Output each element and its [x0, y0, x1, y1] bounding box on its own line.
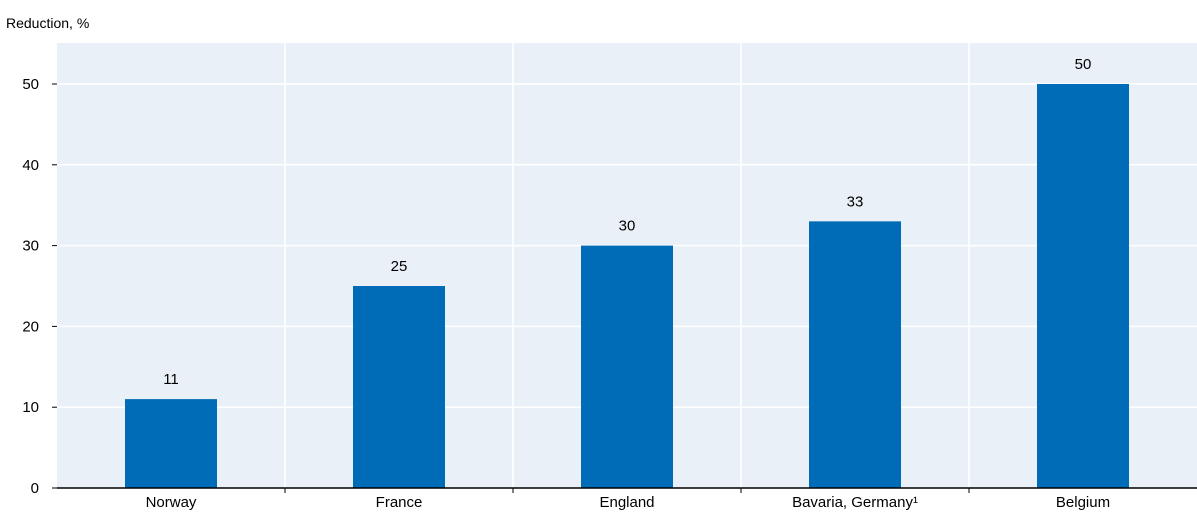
- y-tick-label: 40: [22, 157, 39, 174]
- y-tick-label: 20: [22, 318, 39, 335]
- data-label: 11: [163, 371, 179, 388]
- x-tick-label: England: [599, 494, 654, 511]
- y-tick-label: 0: [31, 480, 39, 497]
- bar-belgium: [1037, 84, 1129, 488]
- data-label: 50: [1075, 56, 1092, 73]
- y-tick-label: 10: [22, 399, 39, 416]
- x-tick-label: Belgium: [1056, 494, 1110, 511]
- bar-norway: [125, 399, 217, 488]
- y-axis-ticks: 0 10 20 30 40 50: [22, 76, 57, 497]
- y-tick-label: 50: [22, 76, 39, 93]
- x-tick-label: France: [376, 494, 423, 511]
- bar-england: [581, 245, 673, 488]
- bar-france: [353, 286, 445, 488]
- bars: [125, 84, 1129, 489]
- data-label: 25: [391, 258, 408, 275]
- data-label: 30: [619, 218, 636, 235]
- x-axis-ticks: Norway France England Bavaria, Germany¹ Belg…: [146, 488, 1110, 511]
- x-tick-label: Bavaria, Germany¹: [792, 494, 918, 511]
- y-axis-title: Reduction, %: [6, 15, 89, 31]
- bar-bavaria-germany: [809, 221, 901, 489]
- x-tick-label: Norway: [146, 494, 197, 511]
- data-labels: 11 25 30 33 50: [163, 56, 1091, 388]
- data-label: 33: [847, 193, 864, 210]
- y-tick-label: 30: [22, 238, 39, 255]
